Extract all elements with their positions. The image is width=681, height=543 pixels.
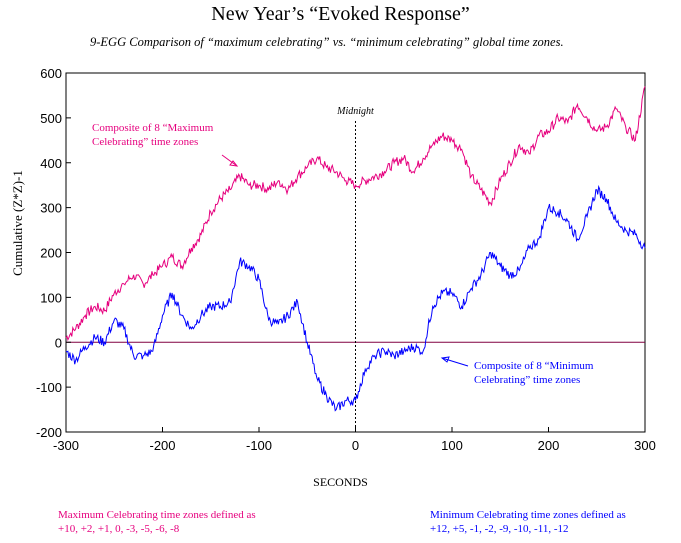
chart-title: New Year’s “Evoked Response”	[211, 3, 470, 25]
min-zones-note-line1: Minimum Celebrating time zones defined a…	[430, 509, 626, 521]
annotation-maximum-arrowhead	[229, 160, 239, 167]
y-tick-label: -200	[36, 425, 62, 440]
x-tick-label: 300	[634, 438, 656, 453]
x-tick-label: 100	[441, 438, 463, 453]
chart-subtitle: 9-EGG Comparison of “maximum celebrating…	[90, 35, 564, 49]
annotation-minimum-line: Celebrating” time zones	[474, 374, 580, 386]
annotation-minimum-arrowhead	[440, 356, 450, 363]
x-tick-label: -200	[149, 438, 175, 453]
annotation-maximum-line: Composite of 8 “Maximum	[92, 122, 214, 134]
y-tick-label: -100	[36, 380, 62, 395]
annotation-maximum-arrow	[221, 154, 238, 167]
y-tick-label: 100	[40, 290, 62, 305]
midnight-label: Midnight	[336, 106, 374, 117]
annotation-minimum-line: Composite of 8 “Minimum	[474, 360, 594, 372]
y-tick-label: 600	[40, 66, 62, 81]
min-zones-note-line2: +12, +5, -1, -2, -9, -10, -11, -12	[430, 523, 569, 535]
max-zones-note: Maximum Celebrating time zones defined a…	[58, 508, 256, 536]
y-tick-label: 500	[40, 111, 62, 126]
x-tick-label: 200	[538, 438, 560, 453]
x-tick-label: -300	[53, 438, 79, 453]
x-tick-label: 0	[352, 438, 359, 453]
min-zones-note: Minimum Celebrating time zones defined a…	[430, 508, 626, 536]
x-tick-label: -100	[246, 438, 272, 453]
series-line-minimum	[65, 184, 646, 412]
y-tick-label: 0	[55, 335, 62, 350]
y-tick-label: 300	[40, 201, 62, 216]
annotation-minimum-arrow	[441, 357, 469, 367]
max-zones-note-line2: +10, +2, +1, 0, -3, -5, -6, -8	[58, 523, 180, 535]
annotation-maximum-line: Celebrating” time zones	[92, 136, 198, 148]
x-axis-label: SECONDS	[313, 475, 368, 489]
max-zones-note-line1: Maximum Celebrating time zones defined a…	[58, 509, 256, 521]
y-tick-label: 400	[40, 156, 62, 171]
y-tick-label: 200	[40, 246, 62, 261]
series-line-maximum	[65, 86, 646, 342]
